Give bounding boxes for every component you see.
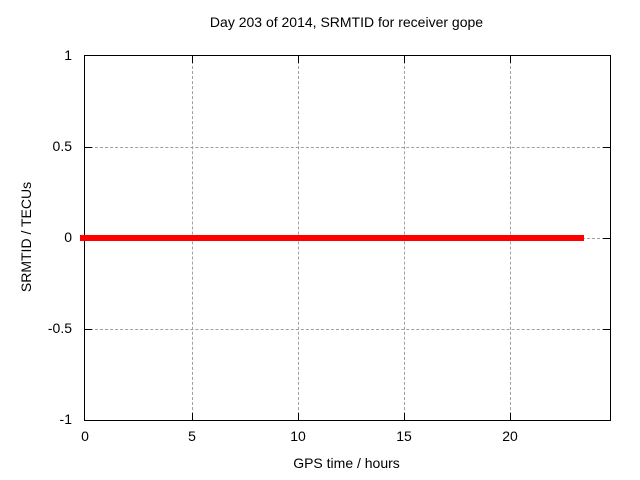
tick-bottom-x-20 (510, 413, 512, 420)
x-tick-label-15: 15 (396, 428, 412, 444)
y-tick-label-0: 0 (64, 229, 72, 245)
tick-right-y--0.5 (603, 329, 610, 330)
tick-top-x-15 (404, 56, 406, 63)
y-tick-label-0.5: 0.5 (52, 138, 72, 154)
tick-top-x-5 (192, 56, 194, 63)
y-tick-label-1: 1 (64, 47, 72, 63)
tick-left-y-0.5 (85, 147, 92, 148)
tick-bottom-x-15 (404, 413, 406, 420)
x-axis-label: GPS time / hours (293, 455, 400, 471)
x-tick-label-0: 0 (81, 428, 89, 444)
tick-top-x-10 (298, 56, 300, 63)
gridline-y--0.5 (85, 329, 610, 330)
tick-right-y-0.5 (603, 147, 610, 148)
plot-area (80, 55, 611, 421)
x-tick-label-10: 10 (290, 428, 306, 444)
x-tick-label-5: 5 (188, 428, 196, 444)
chart-title: Day 203 of 2014, SRMTID for receiver gop… (209, 14, 484, 30)
srmtid-series-line (80, 235, 584, 241)
gridline-y-0.5 (85, 147, 610, 148)
tick-right-y-0 (603, 238, 610, 239)
y-tick-label--1: -1 (59, 411, 72, 427)
y-tick-label--0.5: -0.5 (47, 320, 72, 336)
tick-top-x-20 (510, 56, 512, 63)
tick-bottom-x-5 (192, 413, 194, 420)
tick-bottom-x-10 (298, 413, 300, 420)
x-tick-label-20: 20 (502, 428, 518, 444)
tick-left-y--0.5 (85, 329, 92, 330)
